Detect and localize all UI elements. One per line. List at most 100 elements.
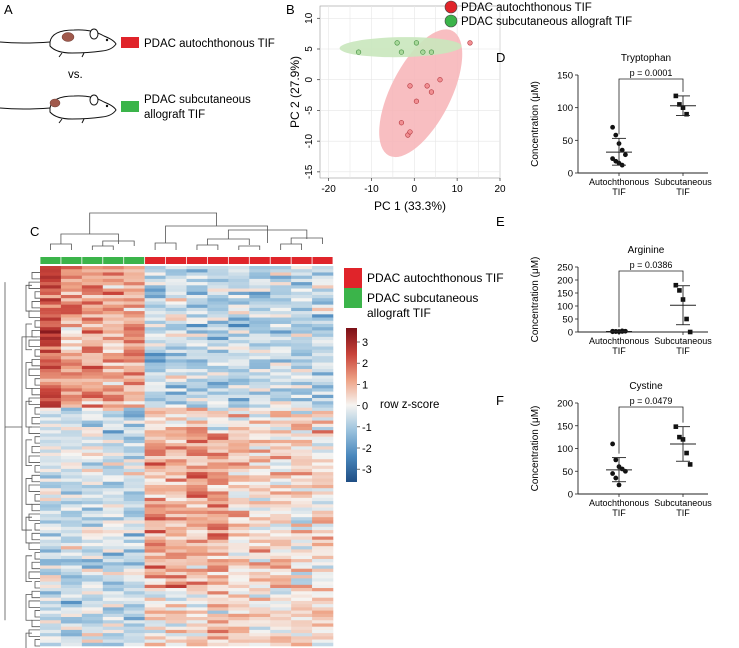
heatmap-cell: [291, 468, 313, 473]
heatmap-cell: [144, 575, 166, 579]
heatmap-cell: [228, 343, 250, 347]
heatmap-cell: [249, 607, 271, 611]
heatmap-cell: [144, 456, 166, 460]
heatmap-cell: [81, 600, 104, 605]
heatmap-cell: [207, 436, 229, 441]
heatmap-cell: [40, 536, 62, 541]
heatmap-cell: [81, 372, 104, 376]
tryptophan-y-tick-label: 0: [568, 169, 573, 180]
heatmap-cell: [144, 294, 166, 299]
heatmap-cell: [165, 349, 187, 354]
heatmap-cell: [165, 623, 187, 627]
heatmap-cell: [123, 443, 145, 447]
heatmap-cell: [123, 375, 145, 380]
heatmap-cell: [102, 562, 125, 566]
heatmap-cell: [249, 282, 271, 286]
pca-point-autochthonous: [407, 83, 413, 89]
heatmap-cell: [165, 340, 187, 344]
heatmap-cell: [249, 427, 271, 431]
heatmap-cell: [186, 356, 208, 360]
heatmap-cell: [81, 417, 104, 421]
heatmap-cell: [60, 481, 83, 486]
heatmap-cell: [40, 288, 62, 293]
heatmap-cell: [81, 446, 104, 450]
heatmap-cell: [40, 594, 62, 598]
heatmap-cell: [312, 636, 334, 640]
heatmap-cell: [165, 497, 187, 502]
heatmap-cell: [249, 539, 271, 544]
heatmap-cell: [165, 597, 187, 602]
heatmap-cell: [312, 394, 334, 399]
heatmap-cell: [312, 468, 334, 473]
heatmap-cell: [312, 365, 334, 370]
heatmap-cell: [144, 388, 166, 392]
heatmap-cell: [165, 581, 187, 586]
heatmap-cell: [144, 278, 166, 283]
heatmap-cell: [312, 633, 334, 637]
heatmap-cell: [81, 578, 104, 582]
heatmap-cell: [102, 459, 125, 463]
heatmap-cell: [291, 475, 313, 479]
heatmap-cell: [228, 555, 250, 560]
heatmap-cell: [249, 423, 271, 428]
heatmap-cell: [40, 352, 62, 357]
heatmap-cell: [186, 446, 208, 450]
heatmap-cell: [81, 501, 104, 505]
heatmap-cell: [102, 578, 125, 582]
heatmap-cell: [249, 388, 271, 392]
heatmap-cell: [165, 642, 187, 647]
heatmap-cell: [228, 484, 250, 489]
heatmap-cell: [207, 443, 229, 447]
heatmap-cell: [291, 333, 313, 338]
heatmap-cell: [123, 571, 145, 576]
heatmap-cell: [144, 513, 166, 518]
cystine-ylabel: Concentration (μM): [530, 406, 541, 492]
heatmap-cell: [228, 459, 250, 463]
heatmap-cell: [312, 481, 334, 486]
heatmap-cell: [81, 549, 104, 553]
heatmap-cell: [249, 484, 271, 489]
heatmap-cell: [40, 356, 62, 360]
heatmap-cell: [165, 288, 187, 293]
heatmap-cell: [144, 546, 166, 550]
heatmap-cell: [40, 394, 62, 399]
heatmap-cell: [270, 430, 292, 434]
heatmap-cell: [270, 594, 292, 598]
heatmap-cell: [207, 378, 229, 383]
heatmap-cell: [186, 369, 208, 373]
heatmap-cell: [312, 301, 334, 305]
heatmap-cell: [312, 375, 334, 380]
heatmap-cell: [228, 378, 250, 383]
heatmap-cell: [312, 642, 334, 647]
heatmap-cell: [228, 356, 250, 360]
heatmap-cell: [123, 407, 145, 412]
column-annotation-autochthonous: [207, 257, 228, 264]
heatmap-cell: [60, 349, 83, 354]
heatmap-cell: [81, 423, 104, 428]
heatmap-cell: [165, 639, 187, 644]
heatmap-cell: [228, 340, 250, 344]
heatmap-cell: [291, 571, 313, 576]
heatmap-cell: [291, 336, 313, 341]
heatmap-cell: [186, 517, 208, 521]
heatmap-cell: [207, 517, 229, 521]
heatmap-cell: [291, 462, 313, 466]
heatmap-cell: [207, 394, 229, 399]
heatmap-cell: [123, 394, 145, 399]
heatmap-cell: [123, 343, 145, 347]
heatmap-cell: [270, 317, 292, 322]
heatmap-cell: [270, 346, 292, 351]
heatmap-cell: [165, 488, 187, 492]
heatmap-cell: [249, 410, 271, 415]
heatmap-cell: [81, 507, 104, 512]
heatmap-cell: [270, 449, 292, 454]
heatmap-cell: [81, 562, 104, 566]
heatmap-cell: [186, 275, 208, 280]
heatmap-cell: [81, 571, 104, 576]
row-dendrogram-leaf: [28, 426, 40, 434]
heatmap-cell: [40, 475, 62, 479]
heatmap-cell: [165, 588, 187, 592]
heatmap-cell: [40, 365, 62, 370]
heatmap-cell: [312, 517, 334, 521]
heatmap-cell: [40, 607, 62, 611]
